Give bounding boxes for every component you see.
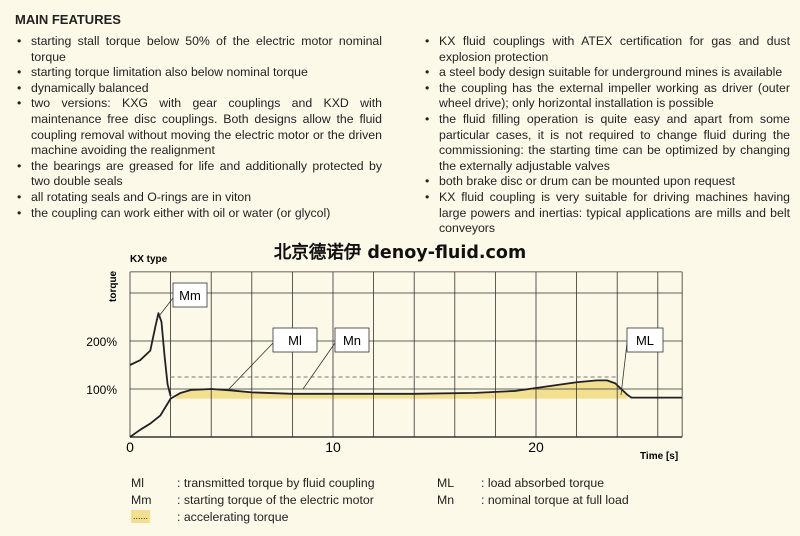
x-tick-label: 10 bbox=[325, 439, 341, 455]
label-mn: Mn bbox=[343, 333, 361, 348]
right-feature-list: KX fluid couplings with ATEX certificati… bbox=[423, 34, 790, 237]
legend-text-ML: : load absorbed torque bbox=[481, 476, 605, 490]
feature-item: KX fluid coupling is very suitable for d… bbox=[423, 190, 790, 237]
series-line-ml bbox=[129, 379, 683, 438]
x-axis-label: Time [s] bbox=[640, 451, 678, 462]
main-features-heading: MAIN FEATURES bbox=[15, 12, 121, 27]
legend-key-ml: Ml bbox=[131, 476, 144, 490]
legend-key-mm: Mm bbox=[131, 493, 152, 507]
label-leader-line bbox=[155, 297, 174, 321]
feature-item: dynamically balanced bbox=[15, 81, 382, 97]
legend-key-ML: ML bbox=[437, 476, 455, 490]
chart-title: KX type bbox=[130, 254, 168, 265]
y-axis-label: torque bbox=[108, 270, 119, 302]
legend-key-mn: Mn bbox=[437, 493, 455, 507]
feature-item: KX fluid couplings with ATEX certificati… bbox=[423, 34, 790, 65]
label-leader-line bbox=[620, 342, 628, 396]
feature-item: starting torque limitation also below no… bbox=[15, 65, 382, 81]
legend-text-accelerating: : accelerating torque bbox=[177, 510, 289, 524]
label-box-mm bbox=[172, 282, 208, 308]
label-leader-line bbox=[302, 342, 336, 390]
y-tick-label: 100% bbox=[86, 383, 117, 397]
feature-item: starting stall torque below 50% of the e… bbox=[15, 34, 382, 65]
feature-item: the bearings are greased for life and ad… bbox=[15, 159, 382, 190]
y-tick-label: 200% bbox=[86, 335, 117, 349]
label-box-ml bbox=[272, 327, 318, 353]
left-feature-list: starting stall torque below 50% of the e… bbox=[15, 34, 382, 221]
feature-item: both brake disc or drum can be mounted u… bbox=[423, 174, 790, 190]
label-ml: Ml bbox=[288, 333, 302, 348]
legend-text-mm: : starting torque of the electric motor bbox=[177, 493, 374, 507]
feature-item: all rotating seals and O-rings are in vi… bbox=[15, 190, 382, 206]
feature-item: the coupling can work either with oil or… bbox=[15, 206, 382, 222]
label-ml: ML bbox=[636, 333, 654, 348]
legend-text-mn: : nominal torque at full load bbox=[481, 493, 629, 507]
series-line-mm bbox=[129, 312, 172, 397]
legend-key-accelerating: ...... bbox=[131, 510, 151, 523]
label-box-ml bbox=[626, 327, 664, 353]
label-mm: Mm bbox=[179, 288, 201, 303]
feature-item: the fluid filling operation is quite eas… bbox=[423, 112, 790, 174]
feature-item: two versions: KXG with gear couplings an… bbox=[15, 96, 382, 158]
feature-item: a steel body design suitable for undergr… bbox=[423, 65, 790, 81]
legend-text-ml: : transmitted torque by fluid coupling bbox=[177, 476, 375, 490]
watermark: 北京德诺伊 denoy-fluid.com bbox=[273, 243, 527, 263]
feature-item: the coupling has the external impeller w… bbox=[423, 81, 790, 112]
accelerating-torque-area bbox=[174, 380, 628, 399]
x-tick-label: 0 bbox=[126, 439, 134, 455]
x-tick-label: 20 bbox=[528, 439, 544, 455]
label-leader-line bbox=[227, 342, 274, 391]
label-box-mn bbox=[334, 327, 370, 353]
